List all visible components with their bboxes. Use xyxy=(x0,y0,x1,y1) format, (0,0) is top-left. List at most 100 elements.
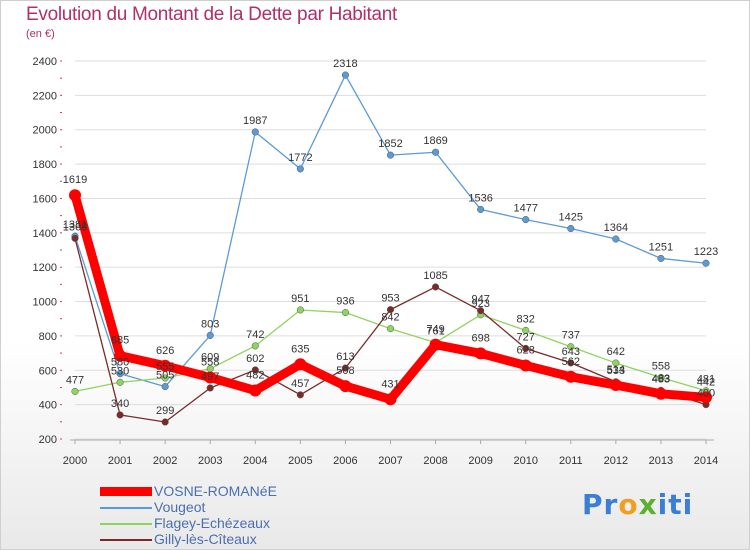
data-label-vougeot-2003: 803 xyxy=(201,318,219,330)
point-vougeot-2014 xyxy=(702,259,710,267)
point-gilly-l-s-c-teaux-2009 xyxy=(477,307,485,315)
data-label-gilly-l-s-c-teaux-2014: 400 xyxy=(697,388,715,400)
logo-letter: i xyxy=(682,488,694,521)
data-label-flagey-ech-zeaux-2012: 642 xyxy=(607,346,625,358)
y-tick-label-800: 800 xyxy=(39,331,57,343)
legend-label-vougeot: Vougeot xyxy=(154,499,206,515)
point-flagey-ech-zeaux-2012 xyxy=(612,359,620,367)
point-flagey-ech-zeaux-2001 xyxy=(116,378,124,386)
data-label-vougeot-2007: 1852 xyxy=(378,138,402,150)
data-label-gilly-l-s-c-teaux-2000: 1368 xyxy=(63,221,87,233)
data-label-vosne-roman-e-2013: 463 xyxy=(652,373,670,385)
point-gilly-l-s-c-teaux-2004 xyxy=(251,366,259,374)
point-vougeot-2007 xyxy=(386,151,395,159)
point-vougeot-2010 xyxy=(522,216,530,224)
point-gilly-l-s-c-teaux-2006 xyxy=(341,364,349,372)
x-tick-label-2002: 2002 xyxy=(153,455,177,467)
point-vosne-roman-e-2009 xyxy=(474,347,487,360)
point-vosne-roman-e-2006 xyxy=(339,380,352,393)
point-vosne-roman-e-2008 xyxy=(429,338,442,351)
data-label-gilly-l-s-c-teaux-2008: 1085 xyxy=(423,270,447,282)
data-label-flagey-ech-zeaux-2007: 842 xyxy=(381,312,399,324)
data-label-vougeot-2014: 1223 xyxy=(694,246,718,258)
point-flagey-ech-zeaux-2013 xyxy=(657,373,665,382)
logo-letter: r xyxy=(603,488,619,521)
point-vosne-roman-e-2007 xyxy=(384,393,397,406)
series-lines xyxy=(69,71,712,426)
data-label-gilly-l-s-c-teaux-2001: 340 xyxy=(111,398,129,410)
data-label-flagey-ech-zeaux-2004: 742 xyxy=(246,329,264,341)
x-tick-label-2010: 2010 xyxy=(513,455,537,467)
point-gilly-l-s-c-teaux-2005 xyxy=(296,391,304,399)
data-label-vougeot-2001: 580 xyxy=(111,357,129,369)
data-label-vosne-roman-e-2000: 1619 xyxy=(63,174,87,186)
x-tick-label-2001: 2001 xyxy=(108,455,132,467)
point-vosne-roman-e-2004 xyxy=(249,384,262,397)
x-tick-label-2011: 2011 xyxy=(559,455,583,467)
point-gilly-l-s-c-teaux-2011 xyxy=(567,359,575,367)
logo-letter: P xyxy=(582,488,604,521)
x-tick-label-2005: 2005 xyxy=(288,455,312,467)
data-label-vougeot-2011: 1425 xyxy=(559,212,583,224)
point-vosne-roman-e-2005 xyxy=(294,358,307,371)
x-tick-label-2003: 2003 xyxy=(198,455,222,467)
legend-swatch-vosne-roman-e xyxy=(100,487,152,496)
x-tick-label-2000: 2000 xyxy=(63,455,87,467)
data-label-vosne-roman-e-2014: 442 xyxy=(697,376,715,388)
point-vosne-roman-e-2012 xyxy=(609,379,622,392)
data-label-vosne-roman-e-2006: 508 xyxy=(336,365,354,377)
data-label-flagey-ech-zeaux-2008: 761 xyxy=(426,326,444,338)
y-tick-label-1400: 1400 xyxy=(33,228,57,240)
legend-swatch-gilly-l-s-c-teaux xyxy=(100,539,152,541)
point-vougeot-2006 xyxy=(341,71,349,79)
x-tick-label-2012: 2012 xyxy=(604,455,628,467)
data-label-gilly-l-s-c-teaux-2005: 457 xyxy=(291,378,309,390)
data-label-vougeot-2013: 1251 xyxy=(649,241,673,253)
data-label-gilly-l-s-c-teaux-2012: 533 xyxy=(607,365,625,377)
x-tick-label-2008: 2008 xyxy=(423,455,447,467)
data-label-vosne-roman-e-2002: 626 xyxy=(156,345,174,357)
data-label-vosne-roman-e-2007: 431 xyxy=(381,378,399,390)
data-label-flagey-ech-zeaux-2011: 737 xyxy=(562,330,580,342)
data-label-flagey-ech-zeaux-2010: 832 xyxy=(517,313,535,325)
y-tick-label-200: 200 xyxy=(39,434,57,446)
data-label-vosne-roman-e-2009: 698 xyxy=(471,332,489,344)
data-label-vosne-roman-e-2011: 562 xyxy=(562,356,580,368)
data-label-vougeot-2012: 1364 xyxy=(604,222,628,234)
point-vosne-roman-e-2011 xyxy=(564,370,577,383)
logo-letter: o xyxy=(618,488,639,521)
data-label-vosne-roman-e-2005: 635 xyxy=(291,343,309,355)
data-label-vougeot-2010: 1477 xyxy=(513,203,537,215)
x-tick-label-2004: 2004 xyxy=(243,455,267,467)
data-label-flagey-ech-zeaux-2013: 558 xyxy=(652,360,670,372)
data-label-gilly-l-s-c-teaux-2010: 727 xyxy=(517,331,535,343)
point-vougeot-2005 xyxy=(296,165,304,173)
data-label-vougeot-2008: 1869 xyxy=(423,135,447,147)
data-label-vougeot-2004: 1987 xyxy=(243,115,267,127)
chart-title: Evolution du Montant de la Dette par Hab… xyxy=(26,4,397,25)
data-label-vougeot-2005: 1772 xyxy=(288,152,312,164)
point-gilly-l-s-c-teaux-2001 xyxy=(116,411,124,419)
y-tick-label-1600: 1600 xyxy=(33,193,57,205)
point-vougeot-2001 xyxy=(116,370,124,378)
data-label-flagey-ech-zeaux-2002: 555 xyxy=(156,361,174,373)
data-label-gilly-l-s-c-teaux-2004: 602 xyxy=(246,353,264,365)
data-label-gilly-l-s-c-teaux-2011: 643 xyxy=(562,346,580,358)
data-label-flagey-ech-zeaux-2000: 477 xyxy=(66,374,84,386)
y-tick-label-600: 600 xyxy=(39,365,57,377)
x-tick-label-2007: 2007 xyxy=(378,455,402,467)
point-vosne-roman-e-2003 xyxy=(204,371,217,384)
x-tick-label-2009: 2009 xyxy=(468,455,492,467)
data-label-flagey-ech-zeaux-2009: 923 xyxy=(471,298,489,310)
point-flagey-ech-zeaux-2011 xyxy=(567,343,575,351)
data-label-vougeot-2000: 1381 xyxy=(63,219,87,231)
data-label-flagey-ech-zeaux-2014: 481 xyxy=(697,374,715,386)
legend-swatch-vougeot xyxy=(100,507,152,509)
data-label-vosne-roman-e-2001: 685 xyxy=(111,335,129,347)
point-vosne-roman-e-2014 xyxy=(700,391,712,404)
point-gilly-l-s-c-teaux-2002 xyxy=(161,418,169,426)
point-vougeot-2002 xyxy=(161,383,169,391)
point-flagey-ech-zeaux-2004 xyxy=(251,342,259,350)
point-vougeot-2013 xyxy=(657,254,665,262)
